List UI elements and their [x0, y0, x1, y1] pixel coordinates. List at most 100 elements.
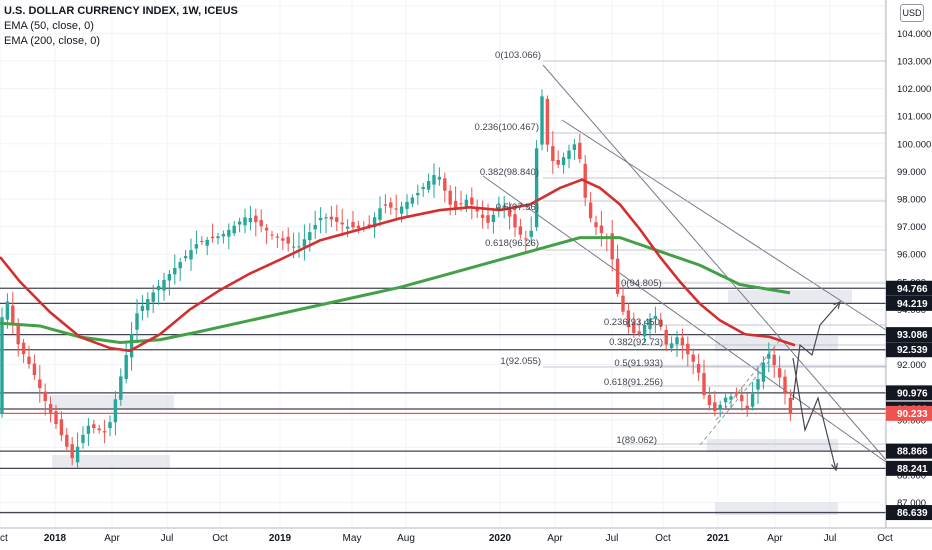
candle-body [151, 292, 155, 302]
zone-box [707, 439, 838, 452]
time-tick-label: Jul [606, 533, 619, 544]
candle-body [162, 279, 166, 291]
price-level-label: 94.219 [897, 299, 928, 310]
candle-body [443, 178, 447, 191]
time-tick-label: Oct [0, 533, 8, 544]
zone-box [52, 455, 170, 469]
candle-body [194, 244, 199, 249]
dashed-channel-line [715, 339, 781, 421]
time-tick-label: 2021 [707, 533, 730, 544]
price-level-label: 93.086 [897, 330, 928, 341]
candle-body [0, 317, 4, 414]
price-tick-label: 103.000 [897, 57, 931, 68]
candle-body [453, 200, 458, 208]
price-level-tag [886, 405, 932, 421]
candle-body [691, 354, 695, 362]
fib-label: 0.236(100.467) [475, 122, 539, 133]
time-tick-label: Oct [212, 533, 228, 544]
price-level-label: 90.233 [897, 409, 928, 420]
candle-body [437, 176, 442, 180]
fib-label: 0.618(96.26) [485, 238, 539, 249]
candle-body [38, 379, 42, 389]
price-axis[interactable]: 87.00088.00089.00090.00091.00092.00093.0… [885, 0, 932, 528]
candle-body [248, 217, 253, 223]
candle-body [772, 354, 776, 366]
candle-body [470, 197, 474, 205]
candle-body [464, 199, 469, 208]
candle-body [686, 343, 690, 355]
candle-body [621, 295, 625, 312]
time-tick-label: May [343, 533, 362, 544]
candle-body [92, 424, 96, 429]
candle-body [286, 236, 290, 244]
candle-body [216, 236, 220, 239]
time-tick-label: Apr [547, 533, 563, 544]
price-tick-label: 96.000 [897, 250, 926, 261]
candle-body [675, 337, 679, 345]
fib-label: 0.618(91.256) [604, 377, 663, 388]
candle-body [356, 225, 361, 229]
candle-body [27, 356, 31, 365]
candle-body [11, 305, 15, 324]
time-tick-label: Jul [824, 533, 837, 544]
zone-box [52, 395, 174, 409]
candle-body [308, 232, 312, 241]
candle-body [767, 353, 771, 359]
candle-body [642, 324, 647, 337]
candle-body [788, 397, 793, 414]
price-tick-label: 100.000 [897, 139, 931, 150]
channel-line [542, 64, 887, 461]
candle-body [410, 197, 415, 204]
candle-body [318, 217, 323, 221]
currency-button[interactable]: USD [900, 4, 924, 22]
channel-line [561, 119, 887, 331]
trend-drawings [482, 60, 887, 472]
candle-body [313, 224, 317, 230]
fib-label: 0.236(93.450) [604, 317, 663, 328]
candle-body [545, 98, 550, 145]
price-tick-label: 104.000 [897, 29, 931, 40]
price-tick-label: 88.000 [897, 471, 926, 482]
price-level-label: 88.866 [897, 447, 928, 458]
candle-body [189, 250, 193, 260]
candle-body [16, 324, 20, 345]
candle-body [5, 301, 10, 320]
candle-body [729, 396, 733, 400]
chart-legend: U.S. DOLLAR CURRENCY INDEX, 1W, ICEUS EM… [4, 4, 238, 49]
price-tick-label: 98.000 [897, 195, 926, 206]
candle-body [761, 362, 766, 382]
candle-body [135, 313, 139, 330]
candle-body [513, 214, 517, 228]
candle-body [718, 404, 722, 409]
fib-label: 0.382(98.840) [480, 167, 539, 178]
candle-body [448, 190, 452, 205]
ema50-legend: EMA (50, close, 0) [4, 20, 94, 32]
candle-body [432, 175, 436, 185]
time-axis[interactable]: Oct 2018 Apr Jul Oct 2019 May Aug 2020 Apr Jul Oct 2… [0, 527, 932, 544]
candle-body [243, 217, 247, 226]
candle-body [86, 425, 91, 434]
candle-body [119, 376, 123, 400]
candle-body [669, 343, 674, 349]
time-tick-label: 2018 [44, 533, 67, 544]
ema200-line [0, 236, 791, 345]
candle-body [21, 342, 26, 355]
candle-body [59, 419, 64, 436]
candle-body [43, 391, 47, 401]
candle-body [200, 240, 204, 242]
candle-body [599, 225, 604, 234]
candle-body [664, 329, 668, 345]
candle-body [426, 181, 431, 190]
candle-body [108, 422, 112, 429]
candle-body [205, 239, 209, 246]
fib-label: 1(92.055) [500, 356, 541, 367]
candle-body [75, 446, 80, 463]
fib-label: 0(94.805) [621, 278, 662, 289]
candle-body [556, 159, 560, 165]
time-tick-label: Oct [655, 533, 671, 544]
candle-body [459, 203, 463, 205]
zone-box [728, 290, 852, 304]
candle-body [561, 157, 566, 165]
candle-body [270, 234, 274, 236]
